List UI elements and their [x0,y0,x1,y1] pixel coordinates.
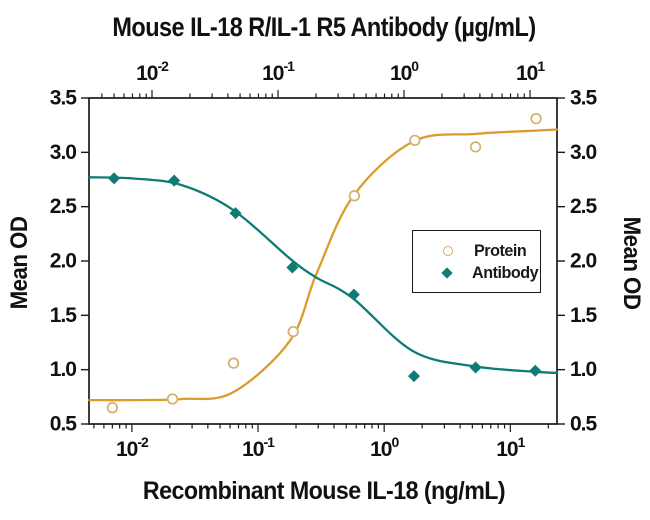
plot-area: 0.5 0.5 1.0 1.0 1.5 1.5 2.0 2.0 2.5 2.5 3.0 3.0 3.5 3… [50,58,599,461]
protein-open-circle-marker-icon [443,245,453,256]
x-tick-label: 101 [496,434,525,461]
data-point-antibody [408,370,421,383]
y-tick-label-left: 0.5 [50,413,78,436]
y-axis-tick-labels: 0.5 0.5 1.0 1.0 1.5 1.5 2.0 2.0 2.5 2.5 3.0 3.0 3.5 3… [50,87,599,436]
y-tick-label-left: 3.0 [50,141,77,164]
data-point-protein [530,112,542,125]
series-antibody [88,172,559,383]
x-tick-label: 10-1 [262,58,295,85]
x-axis-top-tick-labels: 10-2 10-1 100 101 [136,58,546,85]
x-axis-bottom-tick-labels: 10-2 10-1 100 101 [116,434,527,461]
data-point-antibody [108,172,121,185]
y-tick-label-right: 3.5 [570,87,598,110]
x-tick-label: 10-2 [116,434,149,461]
y-axis-label-right: Mean OD [619,217,646,310]
antibody-diamond-marker-icon [441,266,453,279]
data-point-antibody [347,288,360,301]
y-tick-label-right: 1.5 [570,304,598,327]
legend-label-protein: Protein [474,240,527,260]
data-point-protein [287,325,299,338]
legend-item-protein: Protein [443,240,540,260]
y-axis-label-left: Mean OD [5,217,32,310]
chart-title: Mouse IL-18 R/IL-1 R5 Antibody (µg/mL) [112,13,535,43]
x-tick-label: 10-2 [136,58,169,85]
y-tick-label-left: 2.5 [50,195,78,218]
x-axis-top-ticks [101,90,531,98]
data-point-protein [166,393,179,405]
data-point-protein [469,141,482,153]
data-point-protein [348,190,360,202]
x-tick-label: 10-1 [242,434,275,461]
data-point-protein [227,357,240,369]
x-tick-label: 100 [390,58,419,85]
data-point-antibody [229,207,242,220]
x-axis-label-bottom: Recombinant Mouse IL-18 (ng/mL) [143,477,505,505]
y-tick-label-right: 2.0 [570,250,597,273]
y-tick-label-left: 2.0 [50,250,77,273]
legend: Protein Antibody [412,230,541,293]
data-point-protein [409,134,421,147]
y-tick-label-right: 0.5 [570,413,598,436]
y-axis-ticks [81,97,565,425]
data-point-antibody [168,174,181,187]
data-point-antibody [286,261,299,274]
x-tick-label: 101 [516,58,545,85]
y-tick-label-left: 1.5 [50,304,78,327]
y-tick-label-left: 1.0 [50,358,77,381]
data-point-antibody [469,361,482,374]
data-point-protein [106,402,118,414]
y-tick-label-right: 2.5 [570,195,598,218]
legend-label-antibody: Antibody [472,262,539,282]
series-protein [88,112,559,414]
x-axis-bottom-ticks [93,424,549,432]
x-tick-label: 100 [370,434,399,461]
y-tick-label-left: 3.5 [50,87,78,110]
legend-item-antibody: Antibody [441,262,540,282]
y-tick-label-right: 1.0 [570,358,597,381]
y-tick-label-right: 3.0 [570,141,597,164]
data-point-antibody [529,364,542,377]
